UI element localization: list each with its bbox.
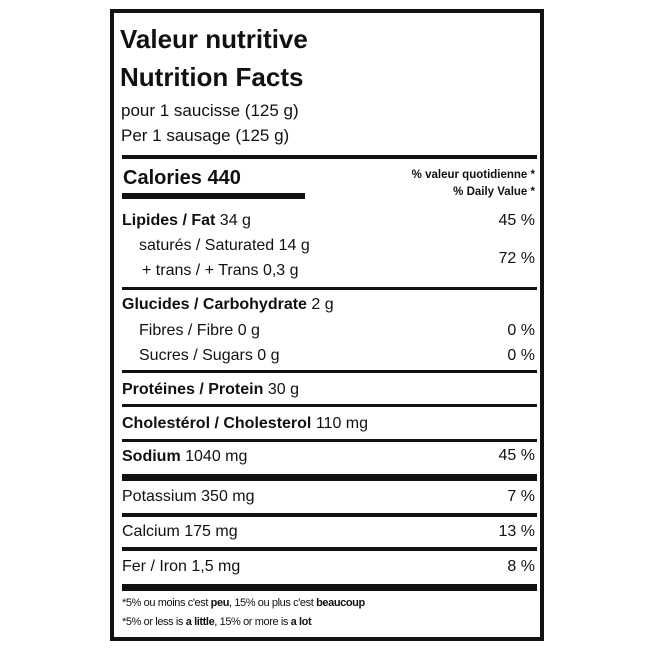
divider [122,155,537,159]
dv-header-en: % Daily Value * [453,186,535,198]
sugars-row: Sucres / Sugars 0 g [139,347,280,364]
nutrition-facts-label [110,9,544,641]
fat-row: Lipides / Fat 34 g [122,212,251,229]
divider [122,439,537,442]
divider [122,547,537,551]
divider [122,513,537,517]
sodium-dv: 45 % [498,447,535,464]
dv-header-fr: % valeur quotidienne * [411,169,535,181]
carbohydrate-row: Glucides / Carbohydrate 2 g [122,296,334,313]
divider [122,370,537,373]
calcium-row: Calcium 175 mg [122,523,238,540]
sodium-row: Sodium 1040 mg [122,448,248,465]
potassium-dv: 7 % [507,488,535,505]
calories-bar [122,193,305,199]
potassium-row: Potassium 350 mg [122,488,255,505]
calories: Calories 440 [123,167,241,189]
trans-row: + trans / + Trans 0,3 g [142,262,299,279]
fibre-row: Fibres / Fibre 0 g [139,322,260,339]
divider [122,404,537,407]
saturated-trans-dv: 72 % [498,250,535,267]
footnote-en: *5% or less is a little, 15% or more is … [122,616,312,628]
cholesterol-row: Cholestérol / Cholesterol 110 mg [122,415,369,432]
fat-dv: 45 % [498,212,535,229]
title-fr: Valeur nutritive [120,24,308,54]
title-en: Nutrition Facts [120,62,304,92]
divider-thick [122,584,537,591]
iron-row: Fer / Iron 1,5 mg [122,558,241,575]
divider-thick [122,474,537,481]
protein-row: Protéines / Protein 30 g [122,381,299,398]
serving-fr: pour 1 saucisse (125 g) [121,101,299,120]
fibre-dv: 0 % [507,322,535,339]
footnote-fr: *5% ou moins c'est peu, 15% ou plus c'es… [122,597,365,609]
sugars-dv: 0 % [507,347,535,364]
calcium-dv: 13 % [498,523,535,540]
iron-dv: 8 % [507,558,535,575]
serving-en: Per 1 sausage (125 g) [121,126,290,145]
saturated-row: saturés / Saturated 14 g [139,237,310,254]
divider [122,287,537,290]
